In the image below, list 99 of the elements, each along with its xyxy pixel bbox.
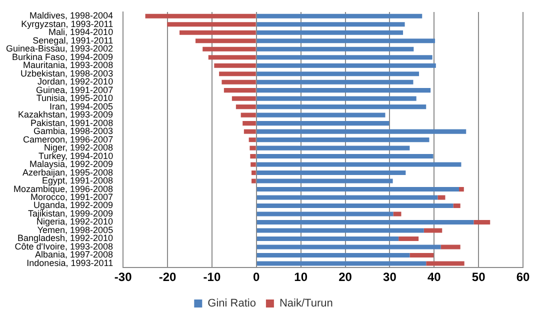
y-tick-label: Uganda, 1992-2009 xyxy=(33,200,114,210)
bar xyxy=(251,178,256,184)
bar xyxy=(398,236,419,242)
bar xyxy=(232,96,256,101)
bar xyxy=(256,138,430,142)
bar xyxy=(224,88,256,93)
bar xyxy=(256,236,399,242)
bar xyxy=(242,121,256,126)
y-tick-label: Tunisia, 1995-2010 xyxy=(36,93,114,104)
y-tick-label: Pakistan, 1991-2008 xyxy=(30,118,114,128)
bar xyxy=(256,63,436,68)
bar xyxy=(248,138,256,142)
y-tick-label: Jordan, 1992-2010 xyxy=(38,76,114,87)
y-tick-label: Malaysia, 1992-2009 xyxy=(30,159,114,170)
bar xyxy=(256,195,438,200)
x-tick-label: -30 xyxy=(114,270,132,284)
bar xyxy=(256,112,386,118)
bar xyxy=(244,129,256,134)
bar xyxy=(256,178,393,184)
y-tick-label: Guinea, 1991-2007 xyxy=(36,84,114,95)
bar xyxy=(251,170,256,176)
bar xyxy=(410,252,434,258)
y-tick-label: Mali, 1994-2010 xyxy=(48,27,114,38)
bar xyxy=(256,228,424,233)
y-tick-label: Indonesia, 1993-2011 xyxy=(26,258,114,268)
y-tick-label: Niger, 1992-2008 xyxy=(44,142,114,153)
x-tick-label: 0 xyxy=(253,270,260,284)
bar xyxy=(256,146,410,150)
bar xyxy=(256,220,474,225)
bar xyxy=(180,30,256,35)
x-tick-label: 10 xyxy=(294,270,308,284)
legend-label: Naik/Turun xyxy=(279,298,333,310)
y-tick-label: Burkina Faso, 1994-2009 xyxy=(12,52,114,62)
bar xyxy=(256,154,434,159)
x-tick-label: 40 xyxy=(427,270,442,284)
bar xyxy=(426,261,464,266)
bar xyxy=(256,104,426,110)
bar xyxy=(250,162,256,167)
bar xyxy=(256,121,390,126)
bar xyxy=(256,187,460,192)
bar xyxy=(256,203,454,208)
bar xyxy=(256,72,420,76)
x-tick-label: 20 xyxy=(338,270,352,284)
bar xyxy=(240,112,256,118)
bar xyxy=(145,14,256,18)
bar xyxy=(167,22,256,27)
y-tick-label: Guinea-Bissau, 1993-2002 xyxy=(6,44,114,54)
y-tick-label: Maldives, 1998-2004 xyxy=(30,10,114,21)
y-tick-label: Mauritania, 1993-2008 xyxy=(23,60,114,70)
bar xyxy=(250,154,256,159)
y-tick-label: Gambia, 1998-2003 xyxy=(34,126,114,136)
bar xyxy=(453,203,460,208)
bar xyxy=(393,212,402,216)
bar xyxy=(256,46,414,52)
bar xyxy=(196,38,256,44)
bar xyxy=(459,187,464,192)
bar xyxy=(256,80,414,84)
bar xyxy=(256,14,422,18)
legend-label: Gini Ratio xyxy=(208,298,256,310)
bar xyxy=(256,88,431,93)
y-tick-label: Iran, 1994-2005 xyxy=(50,101,114,112)
y-tick-label: Albania, 1997-2008 xyxy=(34,250,114,260)
bar xyxy=(256,30,404,35)
bar xyxy=(256,55,432,60)
y-tick-label: Egypt, 1991-2008 xyxy=(42,176,114,186)
bar xyxy=(256,22,405,27)
bar xyxy=(214,63,256,68)
bar xyxy=(256,96,416,101)
y-tick-label: Bangladesh, 1992-2010 xyxy=(17,233,114,244)
bar xyxy=(208,55,256,60)
y-tick-label: Morocco, 1991-2007 xyxy=(30,192,114,202)
x-tick-label: -20 xyxy=(158,270,177,284)
bar xyxy=(256,162,462,167)
bar xyxy=(256,170,406,176)
bar xyxy=(256,212,394,216)
bar xyxy=(256,129,466,134)
bar xyxy=(256,252,410,258)
y-tick-label: Uzbekistan, 1998-2003 xyxy=(20,68,114,78)
bar xyxy=(250,146,256,150)
y-tick-label: Nigeria, 1992-2010 xyxy=(36,216,114,227)
x-tick-label: 50 xyxy=(472,270,486,284)
x-tick-label: 30 xyxy=(383,270,397,284)
bar xyxy=(424,228,442,233)
bar xyxy=(219,72,256,76)
x-tick-label: 60 xyxy=(516,270,530,284)
bar xyxy=(474,220,490,225)
y-tick-label: Cameroon, 1996-2007 xyxy=(23,134,114,144)
y-tick-label: Kazakhstan, 1993-2009 xyxy=(18,110,114,120)
bar xyxy=(256,261,426,266)
y-tick-label: Senegal, 1991-2011 xyxy=(32,35,114,46)
bar xyxy=(202,46,256,52)
bar xyxy=(222,80,256,84)
bar xyxy=(440,244,460,250)
bar xyxy=(438,195,446,200)
x-tick-label: -10 xyxy=(203,270,221,284)
bar xyxy=(236,104,256,110)
bar xyxy=(256,244,441,250)
bar xyxy=(256,38,436,44)
y-tick-label: Kyrgyzstan, 1993-2011 xyxy=(21,18,114,29)
